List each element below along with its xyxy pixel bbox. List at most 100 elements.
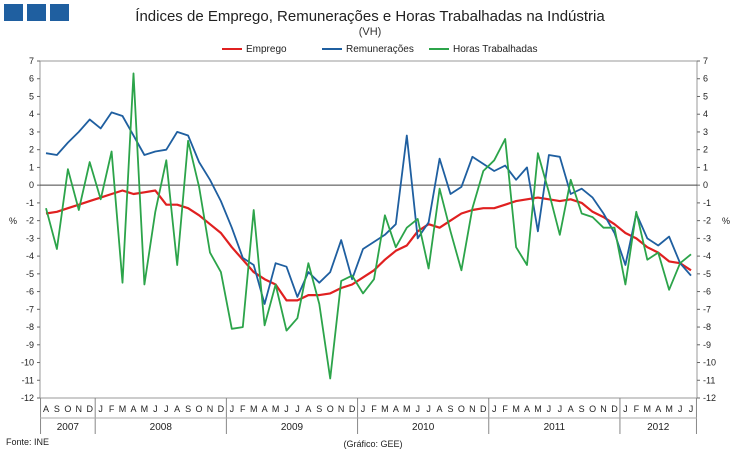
x-tick-label: M [512,404,520,414]
x-tick-label: O [589,404,596,414]
x-tick-label: F [371,404,377,414]
y-tick-label-right: -4 [703,251,711,261]
x-tick-label: M [403,404,411,414]
x-tick-label: F [634,404,640,414]
x-tick-label: M [665,404,673,414]
y-tick-label-left: -6 [26,287,34,297]
x-tick-label: A [393,404,399,414]
y-tick-label-left: -9 [26,340,34,350]
x-tick-label: J [547,404,552,414]
x-tick-label: J [164,404,169,414]
y-axis-label-right: % [722,216,730,226]
y-tick-label-left: -5 [26,269,34,279]
x-tick-label: D [611,404,618,414]
x-tick-label: F [502,404,508,414]
y-tick-label-right: -10 [703,358,716,368]
year-label: 2008 [150,422,173,433]
x-tick-label: S [316,404,322,414]
x-tick-label: J [415,404,420,414]
y-tick-label-left: -2 [26,216,34,226]
x-tick-label: A [655,404,661,414]
x-tick-label: M [250,404,258,414]
y-tick-label-left: 0 [29,180,34,190]
x-tick-label: M [381,404,389,414]
x-tick-label: N [76,404,83,414]
x-tick-label: N [469,404,476,414]
x-tick-label: D [480,404,487,414]
x-tick-label: F [240,404,246,414]
x-tick-label: N [207,404,214,414]
y-tick-label-right: 1 [703,162,708,172]
x-tick-label: D [86,404,93,414]
x-tick-label: A [43,404,49,414]
y-tick-label-right: 6 [703,74,708,84]
logo-block [50,4,69,21]
y-tick-label-right: 7 [703,56,708,66]
legend: Emprego Remunerações Horas Trabalhadas [222,44,538,55]
x-tick-label: A [130,404,136,414]
x-tick-label: M [272,404,280,414]
x-tick-label: M [119,404,127,414]
x-tick-label: S [579,404,585,414]
x-tick-label: J [98,404,103,414]
x-tick-label: S [185,404,191,414]
x-tick-label: D [349,404,356,414]
y-tick-label-right: -7 [703,304,711,314]
x-tick-label: M [534,404,542,414]
x-tick-label: S [54,404,60,414]
x-tick-label: A [305,404,311,414]
y-tick-label-right: 0 [703,180,708,190]
y-tick-label-left: 6 [29,74,34,84]
logo-block [4,4,23,21]
y-tick-label-left: 5 [29,91,34,101]
y-tick-label-right: 5 [703,91,708,101]
y-tick-label-right: -1 [703,198,711,208]
x-tick-label: J [295,404,300,414]
x-tick-label: N [600,404,607,414]
y-tick-label-right: 2 [703,145,708,155]
year-label: 2012 [647,422,670,433]
y-tick-label-right: -3 [703,233,711,243]
year-label: 2011 [544,422,566,433]
source-note: Fonte: INE [6,437,49,447]
axes: 7 7 6 6 5 5 4 4 3 3 2 2 1 1 0 0 -1 -1 -2 -2 -3 -3 -4 -4 -5 -5 -6 -6… [9,56,730,403]
x-tick-label: A [262,404,268,414]
y-tick-label-right: -5 [703,269,711,279]
x-tick-label: F [109,404,115,414]
series-line-horas-trabalhadas [45,72,692,380]
y-tick-label-left: 1 [29,162,34,172]
y-tick-label-left: -7 [26,304,34,314]
y-tick-label-left: 2 [29,145,34,155]
y-tick-label-left: -1 [26,198,34,208]
series-lines [45,72,692,380]
y-tick-label-right: -9 [703,340,711,350]
x-tick-label: J [623,404,628,414]
x-tick-label: J [426,404,431,414]
x-tick-label: O [327,404,334,414]
x-tick-label: O [196,404,203,414]
x-tick-label: J [678,404,683,414]
x-tick-label: D [218,404,225,414]
x-tick-label: J [689,404,694,414]
x-tick-label: S [447,404,453,414]
x-tick-label: J [361,404,366,414]
x-tick-label: M [644,404,652,414]
x-tick-label: O [458,404,465,414]
chart-credit: (Gráfico: GEE) [343,439,402,449]
x-tick-label: A [568,404,574,414]
legend-label: Horas Trabalhadas [453,44,538,55]
x-tick-label: J [230,404,235,414]
legend-label: Emprego [246,44,287,55]
y-axis-label-left: % [9,216,17,226]
y-tick-label-left: 4 [29,109,34,119]
year-label: 2007 [57,422,80,433]
series-line-remunerações [45,111,692,305]
x-tick-label: A [524,404,530,414]
y-tick-label-right: -12 [703,393,716,403]
y-tick-label-left: -11 [22,375,34,385]
y-tick-label-left: 3 [29,127,34,137]
chart-subtitle: (VH) [359,26,382,38]
y-tick-label-right: -2 [703,216,711,226]
